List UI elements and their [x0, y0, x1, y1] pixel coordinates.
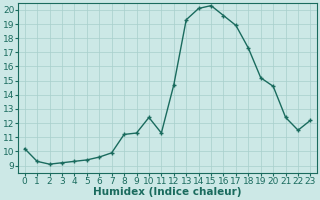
X-axis label: Humidex (Indice chaleur): Humidex (Indice chaleur) [93, 187, 242, 197]
